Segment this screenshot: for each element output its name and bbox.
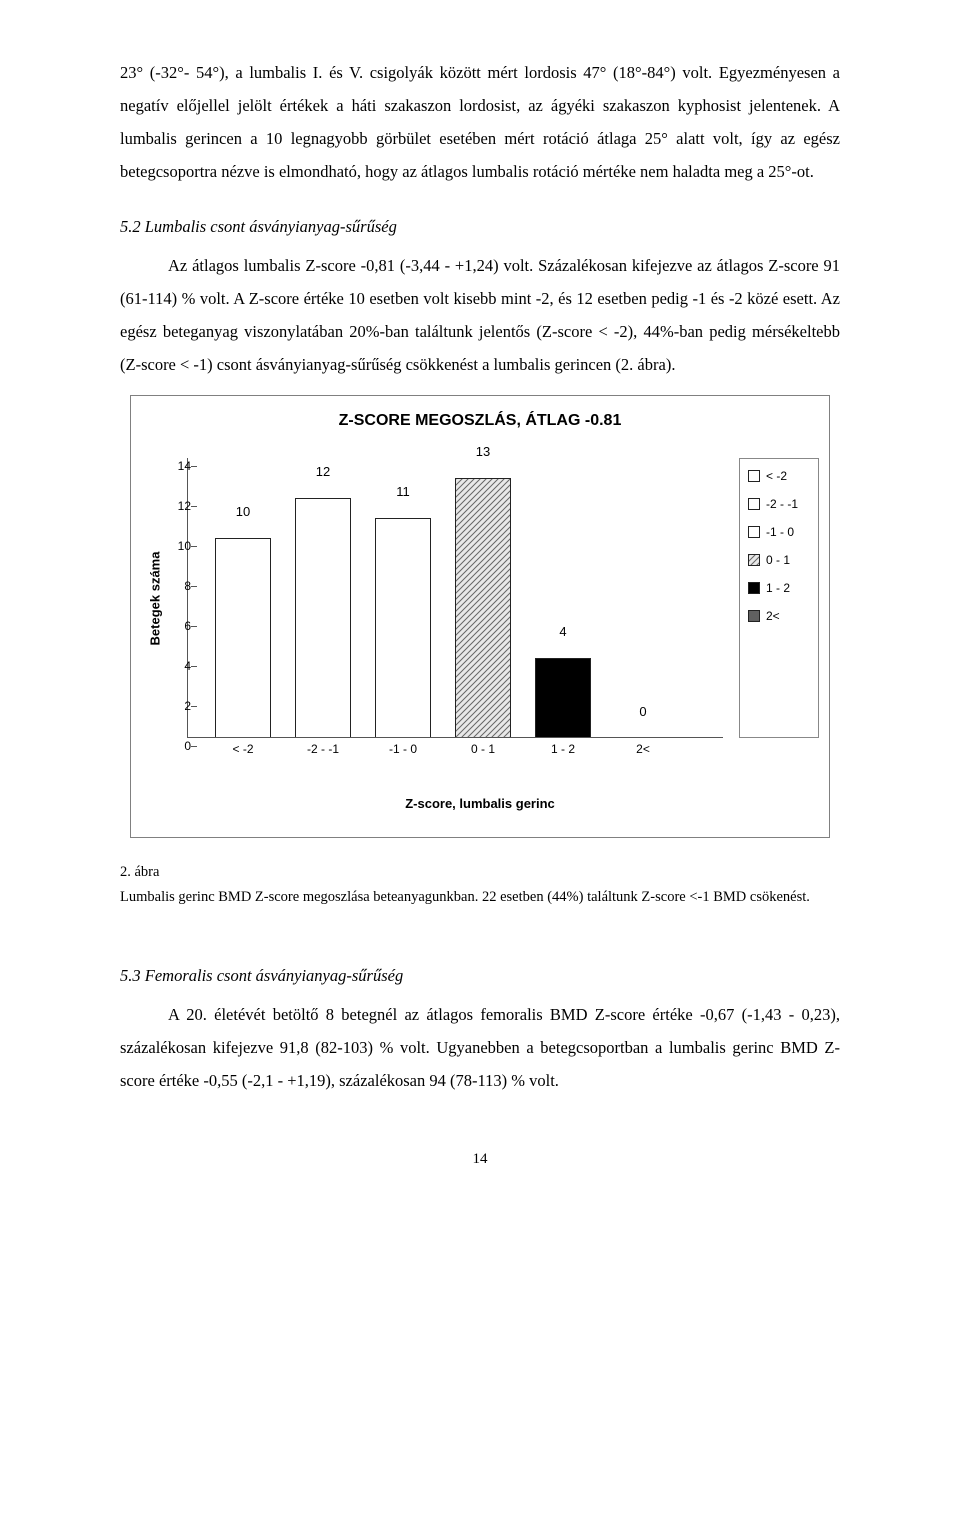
legend-item: -1 - 0 [748,525,810,539]
paragraph-3: A 20. életévét betöltő 8 betegnél az átl… [120,998,840,1097]
document-page: 23° (-32°- 54°), a lumbalis I. és V. csi… [0,0,960,1224]
legend-label: < -2 [766,469,787,483]
caption-line-1: 2. ábra [120,860,840,885]
legend-swatch [748,610,760,622]
body-text-2: 5.3 Femoralis csont ásványianyag-sűrűség… [120,959,840,1097]
bar [295,498,351,738]
bar-value-label: 13 [455,444,511,459]
legend-swatch [748,582,760,594]
legend-swatch [748,498,760,510]
zscore-chart: Z-SCORE MEGOSZLÁS, ÁTLAG -0.81 Betegek s… [130,395,830,838]
legend-item: 2< [748,609,810,623]
legend-swatch [748,470,760,482]
legend-item: 1 - 2 [748,581,810,595]
legend-label: -2 - -1 [766,497,798,511]
figure-caption: 2. ábra Lumbalis gerinc BMD Z-score mego… [120,860,840,909]
x-tick-label: 1 - 2 [528,742,598,756]
x-tick-label: 0 - 1 [448,742,518,756]
bar-value-label: 10 [215,504,271,519]
legend-label: 2< [766,609,780,623]
section-5-2-title: 5.2 Lumbalis csont ásványianyag-sűrűség [120,210,840,243]
chart-legend: < -2 -2 - -1 -1 - 0 0 - 1 1 - 2 2< [739,458,819,738]
x-tick-labels: < -2 -2 - -1 -1 - 0 0 - 1 1 - 2 2< [187,738,819,762]
plot-area: Betegek száma 02468101214 1012111340 [141,458,723,738]
x-tick-label: 2< [608,742,678,756]
paragraph-2: Az átlagos lumbalis Z-score -0,81 (-3,44… [120,249,840,381]
legend-item: -2 - -1 [748,497,810,511]
x-axis-label: Z-score, lumbalis gerinc [141,796,819,811]
bar-value-label: 11 [375,484,431,499]
bars-area: 1012111340 [187,458,723,738]
legend-item: < -2 [748,469,810,483]
legend-swatch [748,554,760,566]
bar-value-label: 0 [615,704,671,719]
y-axis-label: Betegek száma [148,551,163,645]
legend-label: -1 - 0 [766,525,794,539]
bar-value-label: 4 [535,624,591,639]
legend-label: 0 - 1 [766,553,790,567]
bar [535,658,591,738]
bar [455,478,511,738]
x-tick-label: -2 - -1 [288,742,358,756]
section-5-3-title: 5.3 Femoralis csont ásványianyag-sűrűség [120,959,840,992]
body-text: 23° (-32°- 54°), a lumbalis I. és V. csi… [120,56,840,381]
legend-item: 0 - 1 [748,553,810,567]
bar [215,538,271,738]
bar-value-label: 12 [295,464,351,479]
page-number: 14 [120,1151,840,1168]
legend-label: 1 - 2 [766,581,790,595]
chart-title: Z-SCORE MEGOSZLÁS, ÁTLAG -0.81 [141,412,819,430]
paragraph-1: 23° (-32°- 54°), a lumbalis I. és V. csi… [120,56,840,188]
bar [375,518,431,738]
legend-swatch [748,526,760,538]
x-tick-label: < -2 [208,742,278,756]
x-tick-label: -1 - 0 [368,742,438,756]
caption-line-2: Lumbalis gerinc BMD Z-score megoszlása b… [120,885,840,910]
